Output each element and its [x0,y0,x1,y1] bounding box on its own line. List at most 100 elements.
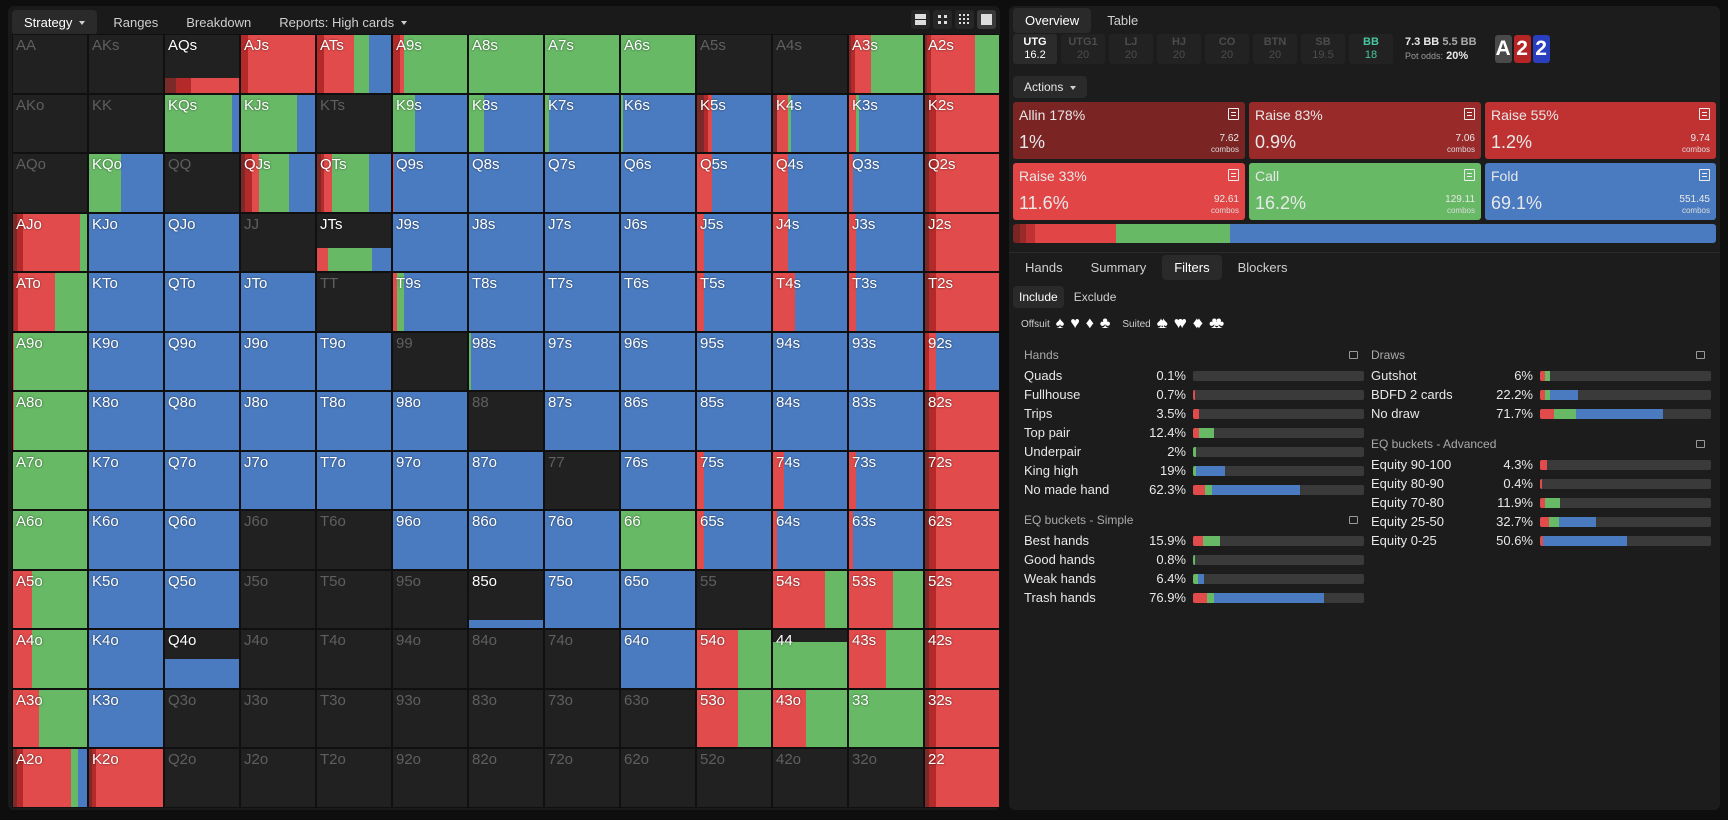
seat-lj[interactable]: LJ 20 [1109,34,1153,64]
filter-row-equity-70-80[interactable]: Equity 70-80 11.9% [1371,493,1711,512]
hand-cell[interactable]: J9o [240,331,316,392]
hand-cell[interactable]: Q3o [164,688,240,749]
hand-cell[interactable]: A4o [12,629,88,689]
filter-row-best-hands[interactable]: Best hands 15.9% [1024,531,1364,550]
hand-cell[interactable]: A8o [12,391,88,451]
hand-cell[interactable]: 83o [468,688,544,749]
offsuit-heart-icon[interactable]: ♥ [1070,315,1080,332]
hand-cell[interactable]: JTo [240,272,316,332]
notes-icon[interactable] [1699,169,1710,181]
hand-cell[interactable]: T4s [772,272,848,332]
hand-cell[interactable]: A7s [544,34,620,94]
hand-cell[interactable]: A8s [468,34,544,94]
action-raise-55[interactable]: Raise 55% 1.2% 9.74 combos [1485,102,1716,159]
hand-cell[interactable]: T7o [316,450,392,511]
hand-cell[interactable]: Q2o [164,748,240,808]
hand-cell[interactable]: QTo [164,272,240,332]
hand-cell[interactable]: QJs [240,153,316,213]
hand-cell[interactable]: Q8s [468,153,544,213]
hand-cell[interactable]: Q3s [848,153,924,213]
filter-row-good-hands[interactable]: Good hands 0.8% [1024,550,1364,569]
hand-cell[interactable]: 83s [848,391,924,451]
hand-cell[interactable]: 99 [392,331,468,392]
hand-cell[interactable]: T4o [316,629,392,689]
hand-cell[interactable]: 54o [696,629,772,689]
hand-cell[interactable]: 97s [544,331,620,392]
hand-cell[interactable]: T2s [924,272,1000,332]
suited-spade-icon[interactable]: ♠♠ [1156,315,1168,332]
grid-view-icon[interactable] [955,10,974,29]
hand-cell[interactable]: 73s [848,450,924,511]
hand-cell[interactable]: KK [88,93,164,154]
hand-cell[interactable]: AQo [12,153,88,213]
filter-row-equity-0-25[interactable]: Equity 0-25 50.6% [1371,531,1711,550]
hand-cell[interactable]: 98o [392,391,468,451]
hand-cell[interactable]: 84o [468,629,544,689]
filter-row-gutshot[interactable]: Gutshot 6% [1371,366,1711,385]
hand-cell[interactable]: 42s [924,629,1000,689]
seat-sb[interactable]: SB 19.5 [1301,34,1345,64]
hand-cell[interactable]: 88 [468,391,544,451]
hand-cell[interactable]: 43s [848,629,924,689]
hand-cell[interactable]: J6s [620,212,696,273]
hand-cell[interactable]: J2s [924,212,1000,273]
hand-cell[interactable]: 22 [924,748,1000,808]
seat-hj[interactable]: HJ 20 [1157,34,1201,64]
filter-exclude[interactable]: Exclude [1073,290,1117,304]
hand-cell[interactable]: 72s [924,450,1000,511]
hand-cell[interactable]: 92o [392,748,468,808]
hand-cell[interactable]: 66 [620,510,696,570]
hand-cell[interactable]: K2o [88,748,164,808]
tab-filters[interactable]: Filters [1162,255,1222,280]
hand-cell[interactable]: J7o [240,450,316,511]
hand-cell[interactable]: 76s [620,450,696,511]
notes-icon[interactable] [1464,108,1475,120]
actions-dropdown[interactable]: Actions [1013,76,1088,98]
hand-cell[interactable]: K5s [696,93,772,154]
hand-cell[interactable]: T8s [468,272,544,332]
hand-cell[interactable]: 65o [620,569,696,630]
hand-cell[interactable]: Q7o [164,450,240,511]
action-allin-178[interactable]: Allin 178% 1% 7.62 combos [1013,102,1245,159]
suited-club-icon[interactable]: ♣♣ [1209,315,1224,332]
hand-cell[interactable]: 82s [924,391,1000,451]
hand-cell[interactable]: 33 [848,688,924,749]
hand-cell[interactable]: J5o [240,569,316,630]
seat-co[interactable]: CO 20 [1205,34,1249,64]
hand-cell[interactable]: 74s [772,450,848,511]
collapse-icon[interactable] [1696,351,1705,359]
hand-cell[interactable]: 75s [696,450,772,511]
hand-cell[interactable]: J4s [772,212,848,273]
hand-cell[interactable]: 77 [544,450,620,511]
hand-cell[interactable]: Q9o [164,331,240,392]
hand-cell[interactable]: A2o [12,748,88,808]
seat-utg[interactable]: UTG 16.2 [1013,34,1057,64]
hand-cell[interactable]: QJo [164,212,240,273]
hand-cell[interactable]: A2s [924,34,1000,94]
hand-cell[interactable]: 74o [544,629,620,689]
hand-cell[interactable]: A3o [12,688,88,749]
hand-cell[interactable]: T2o [316,748,392,808]
hand-cell[interactable]: K9o [88,331,164,392]
hand-cell[interactable]: T6o [316,510,392,570]
filter-row-no-draw[interactable]: No draw 71.7% [1371,404,1711,423]
hand-cell[interactable]: 63s [848,510,924,570]
hand-cell[interactable]: AKs [88,34,164,94]
hand-cell[interactable]: KQo [88,153,164,213]
filter-row-trips[interactable]: Trips 3.5% [1024,404,1364,423]
action-fold[interactable]: Fold 69.1% 551.45 combos [1485,163,1716,220]
tab-reports-high-cards[interactable]: Reports: High cards [267,10,419,35]
hand-cell[interactable]: J9s [392,212,468,273]
hand-cell[interactable]: ATo [12,272,88,332]
split-view-icon[interactable] [933,10,952,29]
hand-cell[interactable]: 32s [924,688,1000,749]
tab-blockers[interactable]: Blockers [1237,260,1288,275]
suited-diamond-icon[interactable]: ♦♦ [1192,315,1204,332]
tab-summary[interactable]: Summary [1090,260,1147,275]
hand-cell[interactable]: 62s [924,510,1000,570]
hand-cell[interactable]: 85s [696,391,772,451]
hand-cell[interactable]: Q7s [544,153,620,213]
hand-cell[interactable]: 44 [772,629,848,689]
hand-cell[interactable]: 86o [468,510,544,570]
hand-cell[interactable]: K3o [88,688,164,749]
